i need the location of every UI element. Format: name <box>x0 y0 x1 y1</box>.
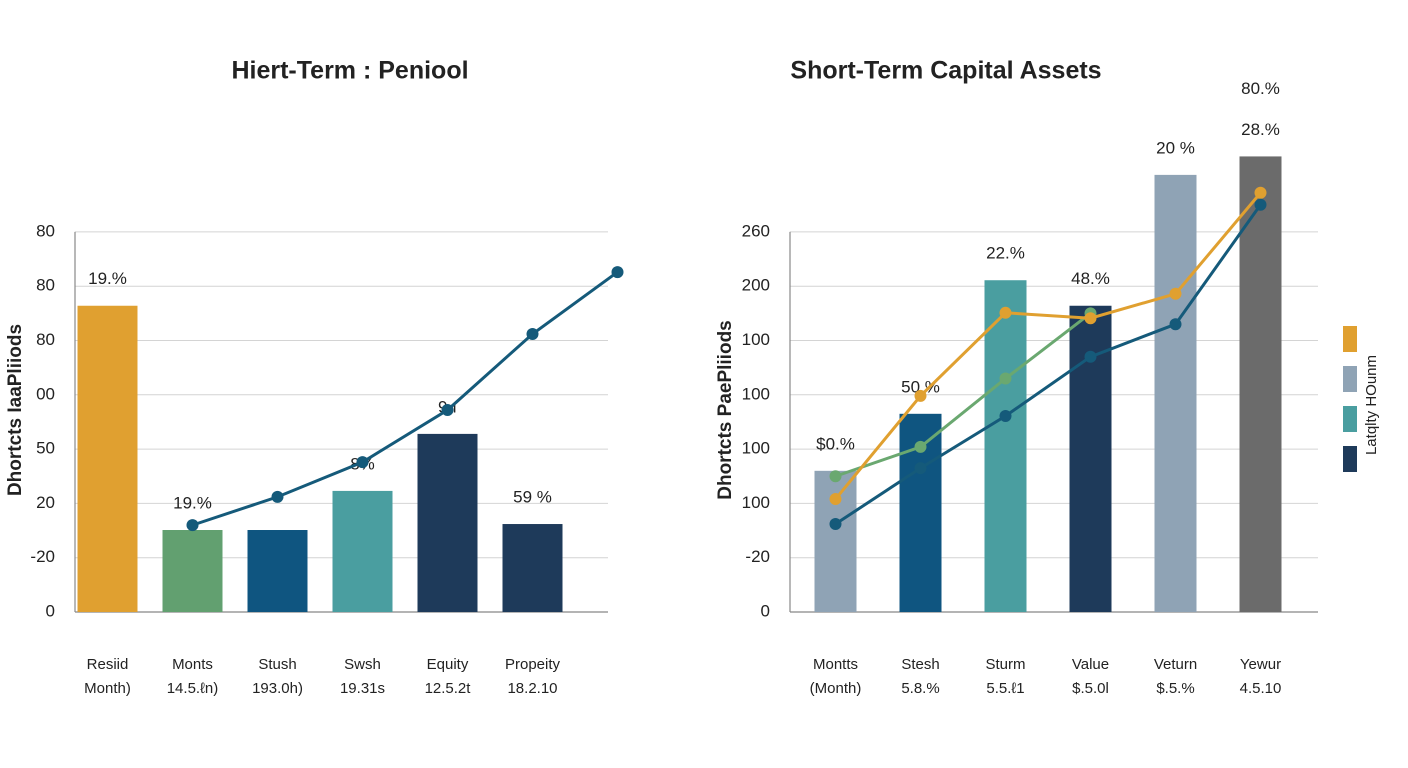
line-marker <box>271 490 284 503</box>
x-tick-sublabel: 5.5.ℓ1 <box>986 680 1024 697</box>
bar <box>984 280 1027 612</box>
line <box>192 270 619 527</box>
bar <box>332 490 393 612</box>
y-tick-label: 200 <box>742 276 770 295</box>
y-tick-label: 80 <box>36 221 55 240</box>
bar <box>247 530 308 612</box>
line-marker <box>999 306 1012 319</box>
legend-swatch <box>1343 366 1357 392</box>
y-tick-label: 80 <box>36 330 55 349</box>
x-tick-label: Montts <box>813 656 858 673</box>
y-tick-label: 100 <box>742 439 770 458</box>
legend-swatch <box>1343 406 1357 432</box>
line-marker <box>914 389 927 402</box>
bar <box>162 530 223 612</box>
line-marker <box>914 462 927 475</box>
x-tick-label: Yewur <box>1240 656 1281 673</box>
x-tick-label: Sturm <box>985 656 1025 673</box>
x-tick-label: Monts <box>172 656 213 673</box>
y-axis-title: Dhortcts PaePliiods <box>715 320 736 500</box>
y-tick-label: 260 <box>742 221 770 240</box>
line-marker <box>356 456 369 469</box>
x-tick-label: Value <box>1072 656 1109 673</box>
bar <box>417 433 478 612</box>
y-tick-label: 0 <box>46 601 55 620</box>
line-marker <box>1254 186 1267 199</box>
line <box>834 203 1262 526</box>
x-tick-label: Equity <box>427 656 469 673</box>
y-tick-label: -20 <box>745 547 770 566</box>
bar <box>77 305 138 612</box>
bar-label: 59 % <box>513 488 552 507</box>
x-tick-label: Stesh <box>901 656 939 673</box>
bar <box>1239 156 1282 612</box>
line-marker <box>999 372 1012 385</box>
line-marker <box>1084 350 1097 363</box>
legend-swatch <box>1343 326 1357 352</box>
y-tick-label: 100 <box>742 330 770 349</box>
legend-swatch <box>1343 446 1357 472</box>
y-tick-label: 0 <box>761 601 770 620</box>
bar-label: 22.% <box>986 244 1025 263</box>
line-marker <box>829 518 842 531</box>
bar-label: 19.% <box>88 269 127 288</box>
line-marker <box>999 409 1012 422</box>
y-tick-label: 100 <box>742 493 770 512</box>
bar <box>502 524 563 612</box>
x-tick-label: Veturn <box>1154 656 1197 673</box>
bar-label: 48.% <box>1071 269 1110 288</box>
line <box>835 312 1092 478</box>
line <box>834 191 1262 501</box>
y-axis-title: Dhortcts IaaPliiods <box>5 324 26 496</box>
legend-title: Latqlty HOunm <box>1363 355 1380 455</box>
x-tick-sublabel: Month) <box>84 680 131 697</box>
x-tick-sublabel: (Month) <box>810 680 862 697</box>
y-tick-label: -20 <box>30 547 55 566</box>
annotation: 80.% <box>1241 79 1280 98</box>
bar <box>814 470 857 612</box>
y-tick-label: 00 <box>36 384 55 403</box>
x-tick-sublabel: 12.5.2t <box>425 680 472 697</box>
bar <box>1154 174 1197 612</box>
line-marker <box>1254 198 1267 211</box>
bar-label: 50.% <box>901 377 940 396</box>
bar-label: 28.% <box>1241 120 1280 139</box>
x-tick-sublabel: 4.5.10 <box>1240 680 1282 697</box>
x-tick-sublabel: $.5.% <box>1156 680 1194 697</box>
x-tick-label: Swsh <box>344 656 381 673</box>
line-marker <box>1084 312 1097 325</box>
x-tick-sublabel: 5.8.% <box>901 680 939 697</box>
x-tick-label: Stush <box>258 656 296 673</box>
line-marker <box>186 519 199 532</box>
line-marker <box>1169 287 1182 300</box>
x-tick-sublabel: 18.2.10 <box>507 680 557 697</box>
x-tick-sublabel: $.5.0l <box>1072 680 1109 697</box>
x-tick-label: Propeity <box>505 656 561 673</box>
line-marker <box>441 404 454 417</box>
line-marker <box>914 440 927 453</box>
line-marker <box>526 327 539 340</box>
y-tick-label: 80 <box>36 276 55 295</box>
chart-title: Short-Term Capital Assets <box>790 57 1101 85</box>
x-tick-label: Resiid <box>87 656 129 673</box>
y-tick-label: 50 <box>36 439 55 458</box>
bar-label: $0.% <box>816 434 855 453</box>
line-marker <box>1169 318 1182 331</box>
bar-label: 19.% <box>173 493 212 512</box>
x-tick-sublabel: 19.31s <box>340 680 385 697</box>
y-tick-label: 20 <box>36 493 55 512</box>
line-marker <box>829 470 842 483</box>
line-marker <box>829 493 842 506</box>
bar-label: 20 % <box>1156 138 1195 157</box>
chart-title: Hiert-Term : Peniool <box>231 57 468 85</box>
x-tick-sublabel: 14.5.ℓn) <box>167 680 219 697</box>
y-tick-label: 100 <box>742 384 770 403</box>
x-tick-sublabel: 193.0h) <box>252 680 303 697</box>
line-marker <box>611 266 624 279</box>
